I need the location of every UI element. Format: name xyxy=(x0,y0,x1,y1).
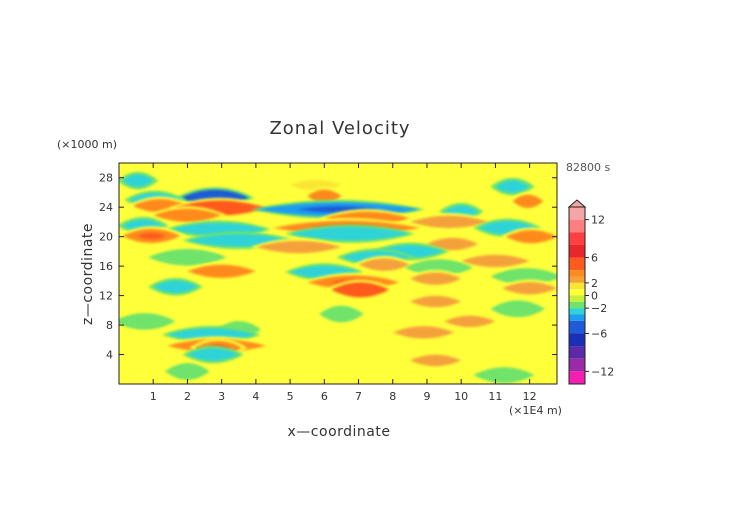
colorbar-level xyxy=(569,257,585,271)
field-band-core xyxy=(345,286,375,294)
field-band xyxy=(307,189,342,203)
colorbar-tick-label: −6 xyxy=(591,327,607,340)
colorbar-level xyxy=(569,346,585,359)
x-tick-label: 5 xyxy=(287,390,294,403)
x-tick-label: 3 xyxy=(218,390,225,403)
field-band xyxy=(187,264,256,278)
colorbar-level xyxy=(569,371,585,384)
colorbar-level xyxy=(569,232,585,245)
field-band xyxy=(461,254,530,268)
colorbar-level xyxy=(569,219,585,233)
x-tick-label: 12 xyxy=(523,390,537,403)
colorbar-levels xyxy=(569,207,585,384)
field-band xyxy=(409,272,462,285)
x-tick-label: 1 xyxy=(150,390,157,403)
field-band xyxy=(444,315,496,328)
colorbar-level xyxy=(569,358,585,372)
field-band xyxy=(153,280,198,294)
y-tick-label: 20 xyxy=(99,231,113,244)
field-band xyxy=(478,369,530,381)
colorbar-tick-label: 6 xyxy=(591,252,598,265)
field-band xyxy=(426,237,479,251)
y-axis-ticks: 4 8 12 16 20 24 28 xyxy=(99,172,557,362)
colorbar-level xyxy=(569,333,585,347)
colorbar-level xyxy=(569,314,585,321)
x-axis-ticks: 1 2 3 4 5 6 7 8 9 10 11 12 xyxy=(150,163,537,403)
field-band xyxy=(153,251,222,264)
field-band xyxy=(153,208,222,223)
field-band xyxy=(290,227,410,241)
colorbar-level xyxy=(569,295,585,302)
x-tick-label: 9 xyxy=(423,390,430,403)
field-band xyxy=(512,194,544,209)
x-tick-label: 6 xyxy=(321,390,328,403)
field-band xyxy=(502,281,557,295)
field-band xyxy=(495,180,530,193)
field-band xyxy=(119,315,171,328)
field-band-core xyxy=(136,232,167,240)
colorbar-top-arrow xyxy=(567,199,587,208)
time-label: 82800 s xyxy=(566,161,610,174)
field-band xyxy=(122,174,154,187)
x-tick-label: 4 xyxy=(252,390,259,403)
field-band xyxy=(324,308,359,320)
field-band xyxy=(495,270,557,283)
x-axis-label: x—coordinate xyxy=(288,424,391,440)
colorbar-ticks: 12 6 20−2 −6 −12 xyxy=(585,214,614,378)
y-tick-label: 16 xyxy=(99,260,113,273)
colorbar-tick-label: 12 xyxy=(591,214,605,227)
colorbar-level xyxy=(569,320,585,334)
field-band xyxy=(170,365,205,378)
chart-title: Zonal Velocity xyxy=(269,118,410,139)
colorbar-level xyxy=(569,301,585,309)
colorbar-level xyxy=(569,244,585,258)
y-tick-label: 4 xyxy=(106,349,113,362)
colorbar-level xyxy=(569,276,585,283)
field-band xyxy=(392,326,455,339)
field-band xyxy=(187,348,239,361)
y-tick-label: 28 xyxy=(99,172,113,185)
colorbar-level xyxy=(569,308,585,315)
colorbar-level xyxy=(569,289,585,296)
x-unit-label: (×1E4 m) xyxy=(509,404,562,417)
x-tick-label: 11 xyxy=(488,390,502,403)
colorbar: 12 6 20−2 −6 −12 xyxy=(567,199,614,385)
field-band xyxy=(505,229,557,244)
y-tick-label: 12 xyxy=(99,290,113,303)
velocity-field xyxy=(119,171,557,384)
field-band xyxy=(358,258,410,271)
y-axis-label: z—coordinate xyxy=(80,223,96,325)
field-band xyxy=(409,295,462,308)
colorbar-tick-label: 0 xyxy=(591,290,598,303)
colorbar-tick-label: −2 xyxy=(591,302,607,315)
plot-frame xyxy=(118,162,558,385)
field-band xyxy=(409,261,469,274)
field-band xyxy=(409,215,489,229)
y-tick-label: 24 xyxy=(99,201,113,214)
field-band xyxy=(495,303,540,315)
field-band xyxy=(255,240,342,254)
colorbar-level xyxy=(569,207,585,220)
x-tick-label: 7 xyxy=(355,390,362,403)
colorbar-tick-label: −12 xyxy=(591,365,614,378)
y-unit-label: (×1000 m) xyxy=(57,138,117,151)
x-tick-label: 8 xyxy=(389,390,396,403)
field-band xyxy=(409,354,462,367)
colorbar-tick-label: 2 xyxy=(591,277,598,290)
colorbar-level xyxy=(569,270,585,277)
x-tick-label: 10 xyxy=(454,390,468,403)
colorbar-level xyxy=(569,282,585,290)
x-tick-label: 2 xyxy=(184,390,191,403)
y-tick-label: 8 xyxy=(106,319,113,332)
